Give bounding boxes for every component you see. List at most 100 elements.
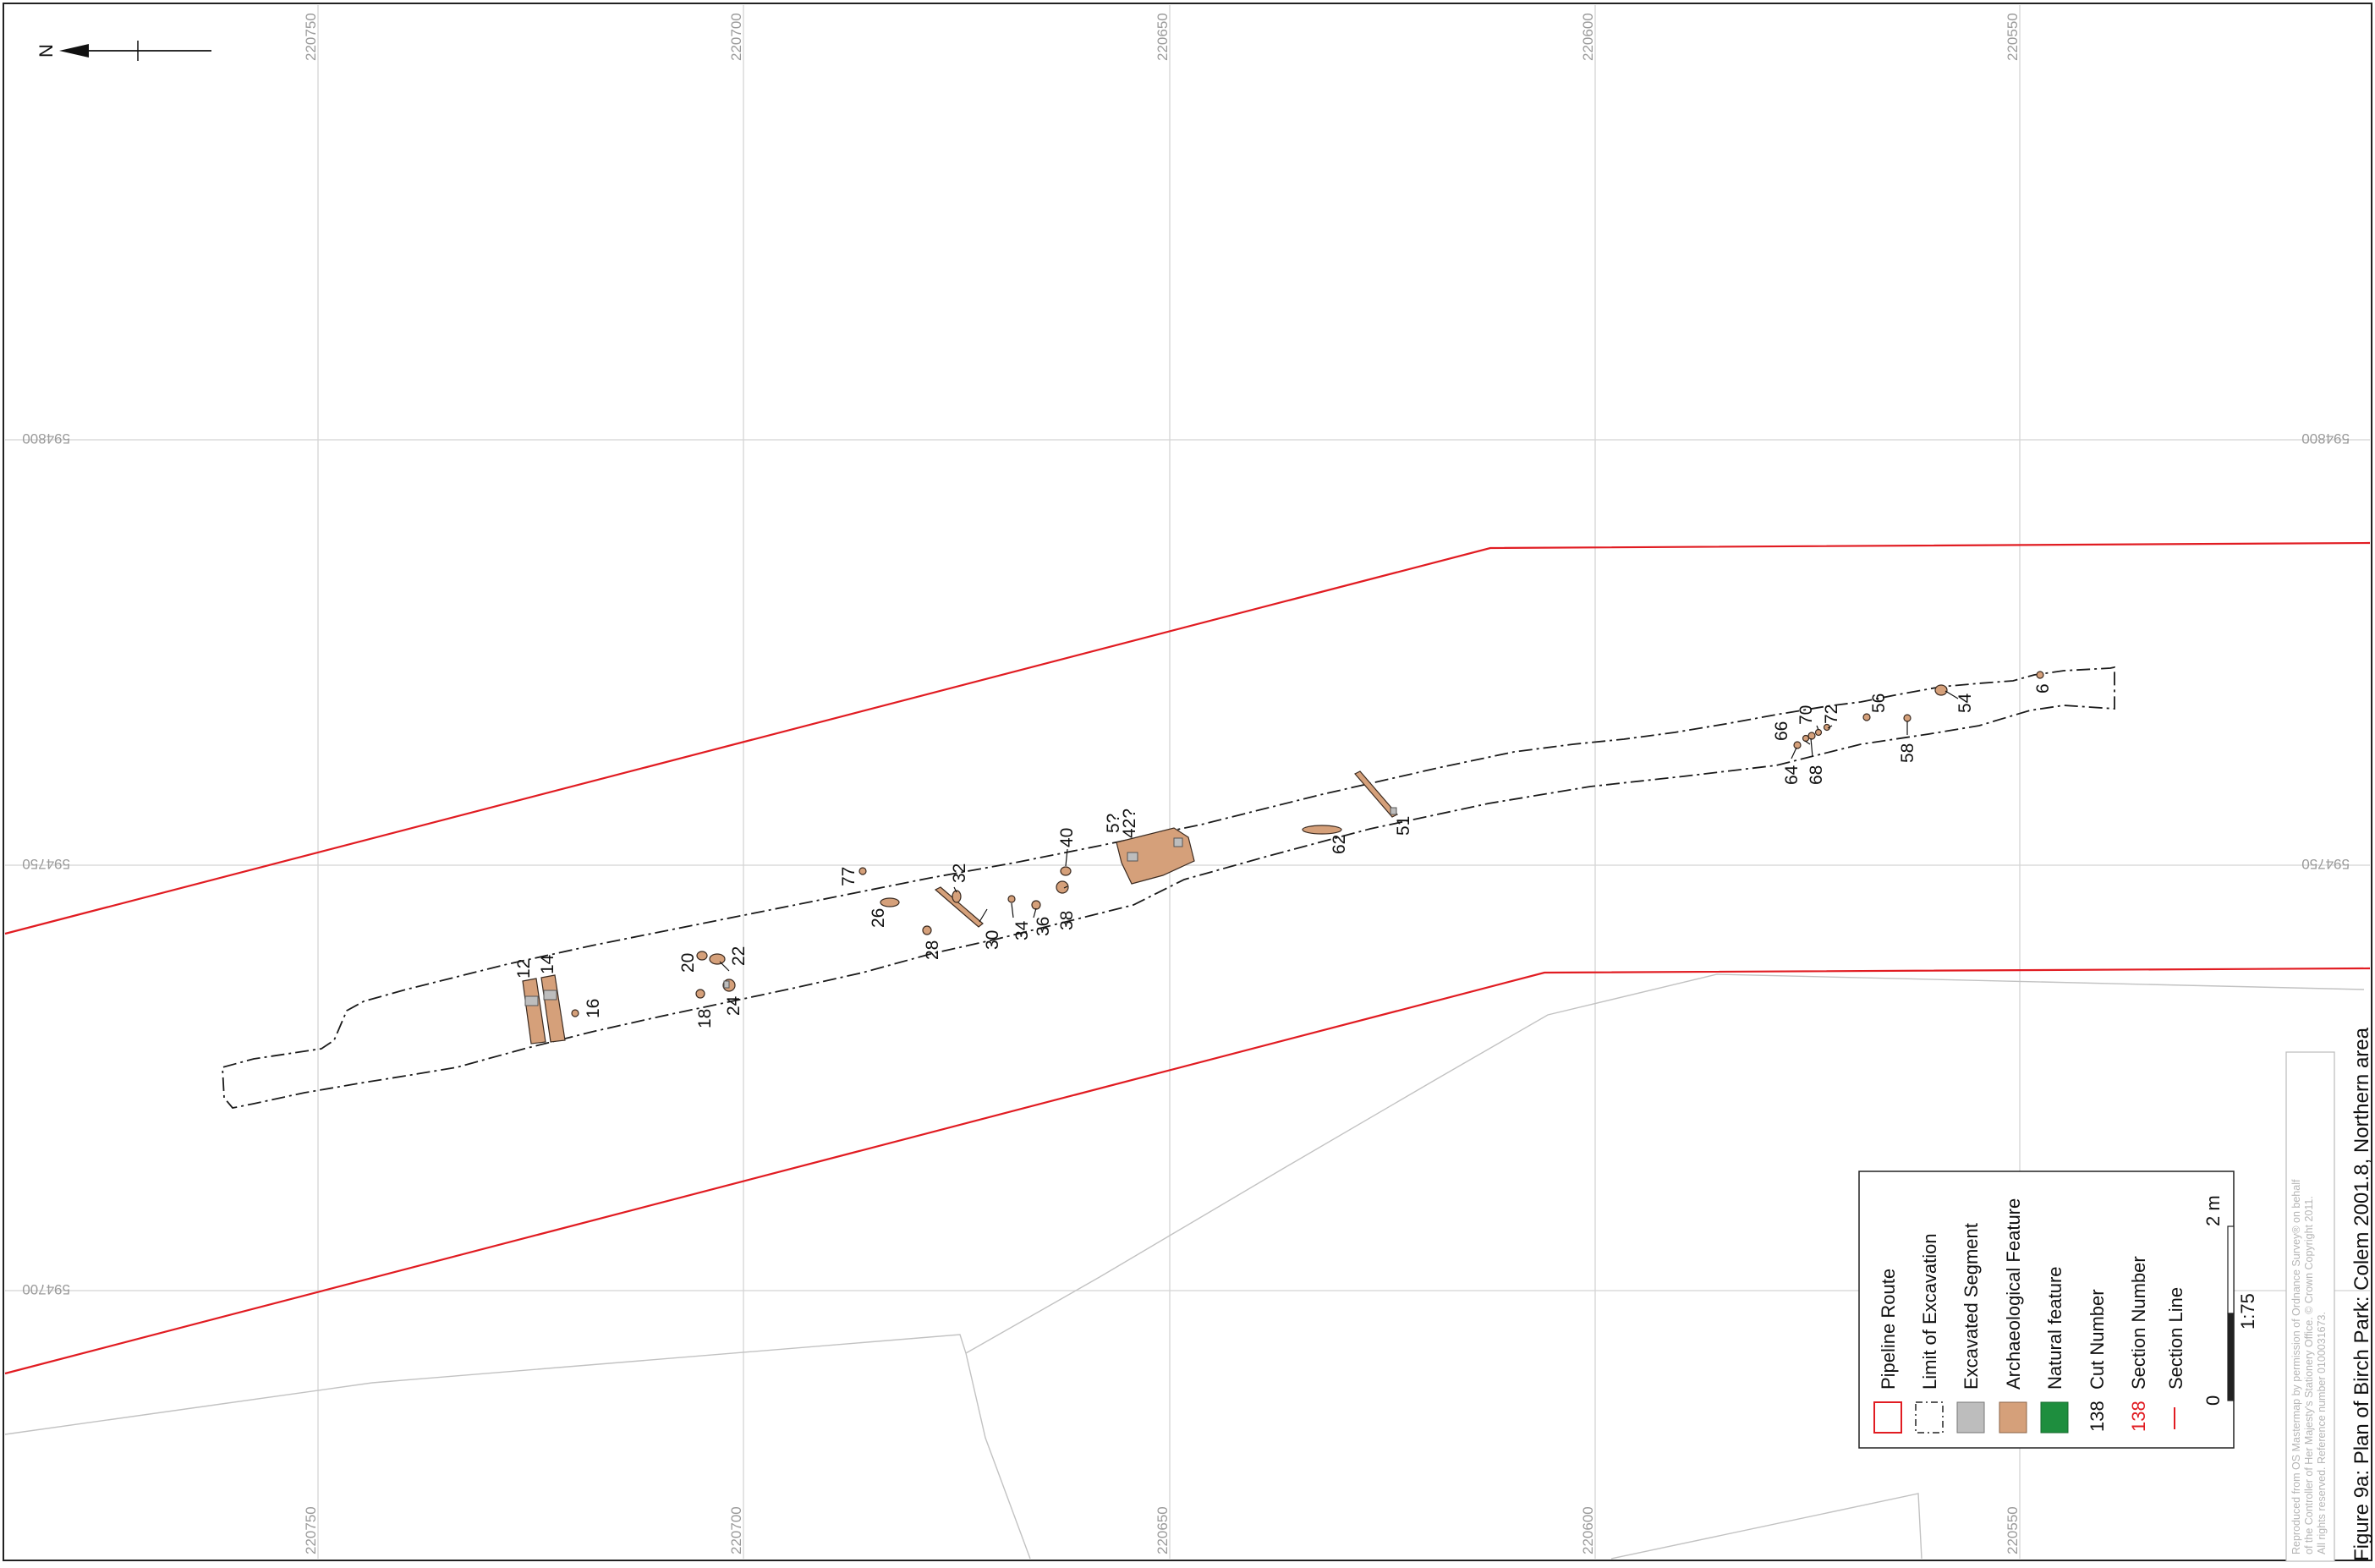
segment-42 bbox=[1127, 852, 1138, 862]
legend-symbol-limit bbox=[1915, 1401, 1944, 1434]
feature-56 bbox=[1862, 713, 1871, 721]
archaeological-features bbox=[522, 671, 2044, 1044]
legend-symbol-natural bbox=[2040, 1401, 2069, 1434]
legend-symbol-pipeline bbox=[1873, 1401, 1902, 1434]
easting-label: 220700 bbox=[728, 1506, 744, 1554]
credit-line: All rights reserved. Reference number 01… bbox=[2316, 1312, 2328, 1554]
cut-label: 6 bbox=[2033, 683, 2053, 694]
cut-label: 26 bbox=[869, 908, 888, 928]
feature-6 bbox=[2036, 671, 2044, 679]
easting-label: 220750 bbox=[303, 1506, 319, 1554]
easting-label: 220650 bbox=[1155, 13, 1171, 61]
limit-of-excavation bbox=[222, 666, 2115, 1109]
feature-70 bbox=[1814, 728, 1823, 737]
feature-58 bbox=[1903, 714, 1912, 722]
feature-28 bbox=[922, 925, 932, 935]
feature-54 bbox=[1934, 684, 1948, 696]
northing-label: 594800 bbox=[2301, 430, 2350, 447]
cut-label: 36 bbox=[1034, 917, 1053, 936]
northing-label: 594750 bbox=[22, 856, 70, 872]
feature-38 bbox=[1056, 880, 1069, 894]
feature-20 bbox=[696, 951, 708, 961]
cut-label: 58 bbox=[1898, 743, 1917, 763]
easting-label: 220550 bbox=[2005, 1506, 2021, 1554]
pipeline-route bbox=[4, 541, 2371, 1375]
feature-26 bbox=[880, 897, 900, 907]
easting-label: 220550 bbox=[2005, 13, 2021, 61]
cut-label: 16 bbox=[584, 999, 603, 1018]
easting-labels-top: 220750 220700 220650 220600 220550 bbox=[303, 13, 2021, 61]
background-os-mapping bbox=[4, 973, 2365, 1560]
feature-32 bbox=[952, 890, 962, 903]
feature-64 bbox=[1793, 741, 1802, 749]
cut-label: 40 bbox=[1057, 828, 1077, 847]
north-label: N bbox=[36, 44, 57, 58]
cut-label: 22 bbox=[729, 946, 749, 966]
northing-label: 594800 bbox=[22, 430, 70, 447]
scale-max-label: 2 m bbox=[2202, 1195, 2224, 1226]
cut-label: 14 bbox=[538, 954, 557, 974]
feature-14 bbox=[540, 974, 566, 1043]
map-border bbox=[3, 3, 2372, 1561]
feature-68 bbox=[1807, 732, 1816, 740]
cut-label-leaders bbox=[719, 690, 1959, 972]
segment-24 bbox=[723, 980, 730, 989]
cut-label: 38 bbox=[1057, 911, 1077, 930]
feature-77 bbox=[858, 867, 867, 875]
cut-label: 34 bbox=[1012, 920, 1032, 940]
cut-label: 32 bbox=[950, 863, 969, 883]
easting-label: 220700 bbox=[728, 13, 744, 61]
cut-label: 30 bbox=[983, 930, 1002, 950]
segment-12 bbox=[524, 995, 539, 1006]
segment-14 bbox=[543, 990, 557, 1001]
cut-number-labels: 12 14 16 18 20 22 24 26 28 30 32 34 36 3… bbox=[514, 683, 2053, 1028]
cut-label: 70 bbox=[1796, 705, 1816, 725]
copyright-credit: Reproduced from OS Mastermap by permissi… bbox=[2285, 1051, 2335, 1562]
cut-label: 72 bbox=[1822, 705, 1841, 724]
feature-34 bbox=[1007, 895, 1016, 903]
credit-line: Reproduced from OS Mastermap by permissi… bbox=[2290, 1179, 2302, 1554]
legend-label-feature: Archaeological Feature bbox=[2003, 1198, 2024, 1390]
cut-label: 77 bbox=[839, 867, 858, 886]
cut-label: 18 bbox=[695, 1009, 715, 1028]
feature-62 bbox=[1302, 825, 1342, 835]
cut-label: 56 bbox=[1869, 694, 1889, 713]
cut-label: 24 bbox=[724, 995, 743, 1016]
feature-51 bbox=[1354, 770, 1398, 818]
northing-label: 594700 bbox=[22, 1281, 70, 1297]
feature-30 bbox=[934, 886, 984, 928]
legend-label-cut: Cut Number bbox=[2087, 1289, 2108, 1390]
feature-22 bbox=[709, 953, 726, 965]
easting-label: 220650 bbox=[1155, 1506, 1171, 1554]
cut-label: 28 bbox=[923, 940, 942, 960]
legend-label-section: Section Number bbox=[2128, 1256, 2149, 1390]
legend-sample-section: 138 bbox=[2128, 1401, 2149, 1432]
scale-zero-label: 0 bbox=[2202, 1395, 2224, 1406]
easting-label: 220600 bbox=[1580, 13, 1596, 61]
cut-label: 68 bbox=[1807, 765, 1826, 785]
segment-5 bbox=[1173, 837, 1183, 847]
legend-label-limit: Limit of Excavation bbox=[1919, 1233, 1940, 1390]
feature-12 bbox=[522, 978, 546, 1044]
cut-label: 20 bbox=[678, 953, 698, 973]
northing-labels: 594800 594750 594700 594800 594750 bbox=[22, 430, 2350, 1297]
cut-label: 62 bbox=[1330, 835, 1349, 854]
figure-caption: Figure 9a: Plan of Birch Park: Colem 200… bbox=[2350, 1027, 2373, 1561]
cut-label: 66 bbox=[1772, 721, 1791, 741]
map-legend: Pipeline Route Limit of Excavation Excav… bbox=[1858, 1171, 2235, 1449]
cut-label: 54 bbox=[1955, 693, 1975, 713]
cut-label: 51 bbox=[1394, 816, 1413, 836]
cut-label: 42? bbox=[1120, 809, 1139, 838]
segment-51 bbox=[1390, 807, 1397, 815]
cut-label: 5? bbox=[1104, 814, 1123, 833]
scale-ratio-label: 1:75 bbox=[2237, 1293, 2258, 1330]
legend-symbol-segment bbox=[1956, 1401, 1985, 1434]
feature-40 bbox=[1060, 866, 1072, 876]
feature-36 bbox=[1031, 900, 1041, 910]
easting-labels-bottom: 220750 220700 220650 220600 220550 bbox=[303, 1506, 2021, 1554]
scale-bar: 0 2 m 1:75 bbox=[2202, 1195, 2258, 1406]
cut-label: 12 bbox=[514, 959, 534, 979]
legend-label-segment: Excavated Segment bbox=[1961, 1223, 1982, 1390]
feature-16 bbox=[571, 1009, 579, 1017]
